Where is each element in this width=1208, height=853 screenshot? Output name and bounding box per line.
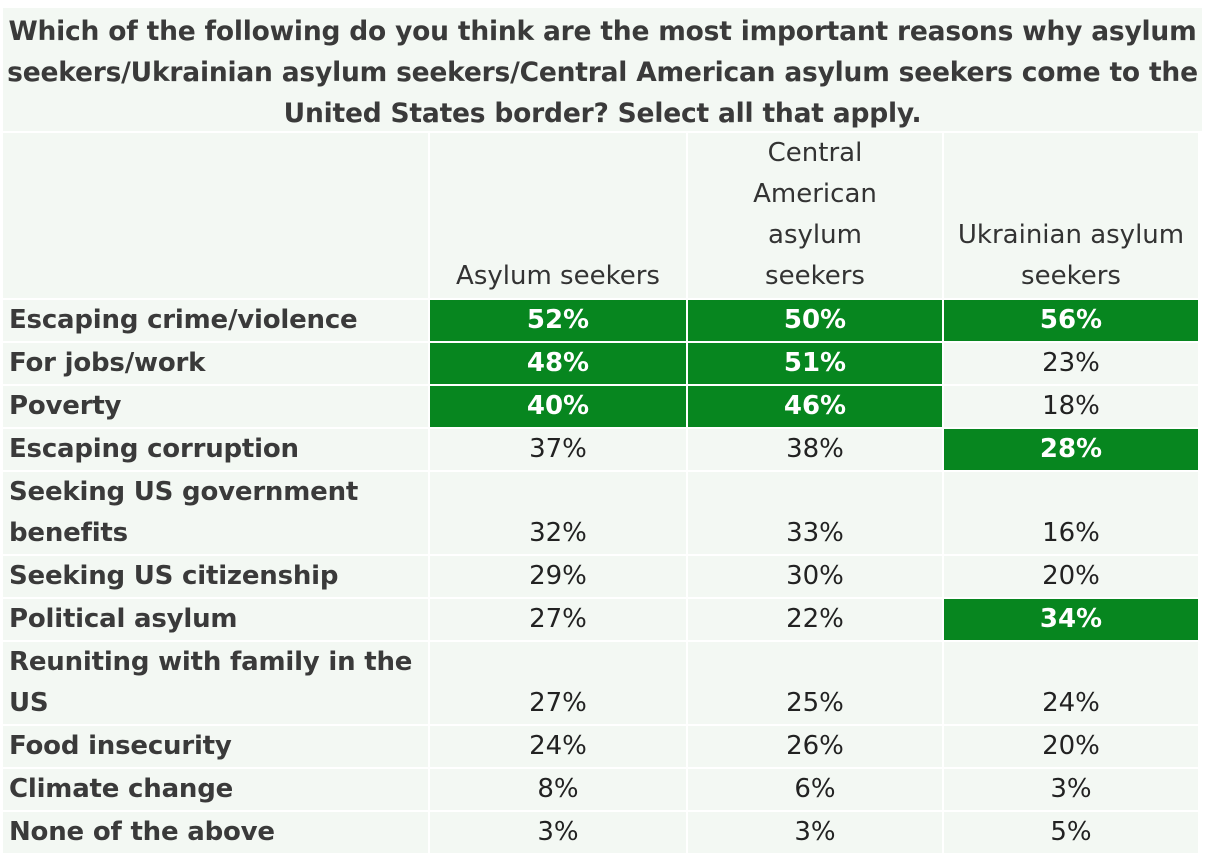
value-cell: 24% [430,724,686,767]
table-row: Political asylum 27% 22% 34% [3,597,1198,640]
row-label: Seeking US citizenship [3,554,428,597]
value-cell: 22% [688,597,942,640]
row-label: None of the above [3,810,428,853]
table-title: Which of the following do you think are … [3,8,1202,131]
table-row: Food insecurity 24% 26% 20% [3,724,1198,767]
value-cell: 25% [688,640,942,724]
value-cell: 38% [688,427,942,470]
value-cell: 24% [944,640,1198,724]
value-cell: 27% [430,640,686,724]
value-cell: 32% [430,470,686,554]
results-table: Asylum seekers Central American asylum s… [1,133,1200,853]
table-row: For jobs/work 48% 51% 23% [3,341,1198,384]
row-label: Escaping corruption [3,427,428,470]
header-asylum-seekers: Asylum seekers [430,133,686,298]
header-central-american: Central American asylum seekers [688,133,942,298]
value-cell: 16% [944,470,1198,554]
value-cell-highlighted: 50% [688,298,942,341]
row-label: For jobs/work [3,341,428,384]
value-cell: 8% [430,767,686,810]
row-label: Reuniting with family in the US [3,640,428,724]
value-cell: 6% [688,767,942,810]
table-row: Escaping crime/violence 52% 50% 56% [3,298,1198,341]
header-ukrainian: Ukrainian asylum seekers [944,133,1198,298]
value-cell-highlighted: 28% [944,427,1198,470]
row-label: Food insecurity [3,724,428,767]
value-cell-highlighted: 52% [430,298,686,341]
table-row: Seeking US government benefits 32% 33% 16% [3,470,1198,554]
survey-table-container: Which of the following do you think are … [3,8,1202,853]
row-label: Poverty [3,384,428,427]
value-cell-highlighted: 56% [944,298,1198,341]
value-cell: 20% [944,724,1198,767]
table-row: Seeking US citizenship 29% 30% 20% [3,554,1198,597]
value-cell-highlighted: 40% [430,384,686,427]
table-row: Escaping corruption 37% 38% 28% [3,427,1198,470]
table-row: None of the above 3% 3% 5% [3,810,1198,853]
value-cell: 37% [430,427,686,470]
value-cell-highlighted: 34% [944,597,1198,640]
value-cell: 29% [430,554,686,597]
value-cell: 27% [430,597,686,640]
value-cell: 3% [688,810,942,853]
row-label: Political asylum [3,597,428,640]
value-cell: 26% [688,724,942,767]
table-row: Reuniting with family in the US 27% 25% 24% [3,640,1198,724]
value-cell-highlighted: 48% [430,341,686,384]
row-label: Escaping crime/violence [3,298,428,341]
value-cell: 3% [944,767,1198,810]
header-row: Asylum seekers Central American asylum s… [3,133,1198,298]
value-cell: 3% [430,810,686,853]
table-body: Escaping crime/violence 52% 50% 56% For jobs… [3,298,1198,853]
value-cell: 23% [944,341,1198,384]
header-empty [3,133,428,298]
value-cell-highlighted: 51% [688,341,942,384]
row-label: Seeking US government benefits [3,470,428,554]
table-row: Climate change 8% 6% 3% [3,767,1198,810]
value-cell: 30% [688,554,942,597]
value-cell: 20% [944,554,1198,597]
value-cell: 18% [944,384,1198,427]
value-cell-highlighted: 46% [688,384,942,427]
value-cell: 5% [944,810,1198,853]
row-label: Climate change [3,767,428,810]
table-row: Poverty 40% 46% 18% [3,384,1198,427]
value-cell: 33% [688,470,942,554]
